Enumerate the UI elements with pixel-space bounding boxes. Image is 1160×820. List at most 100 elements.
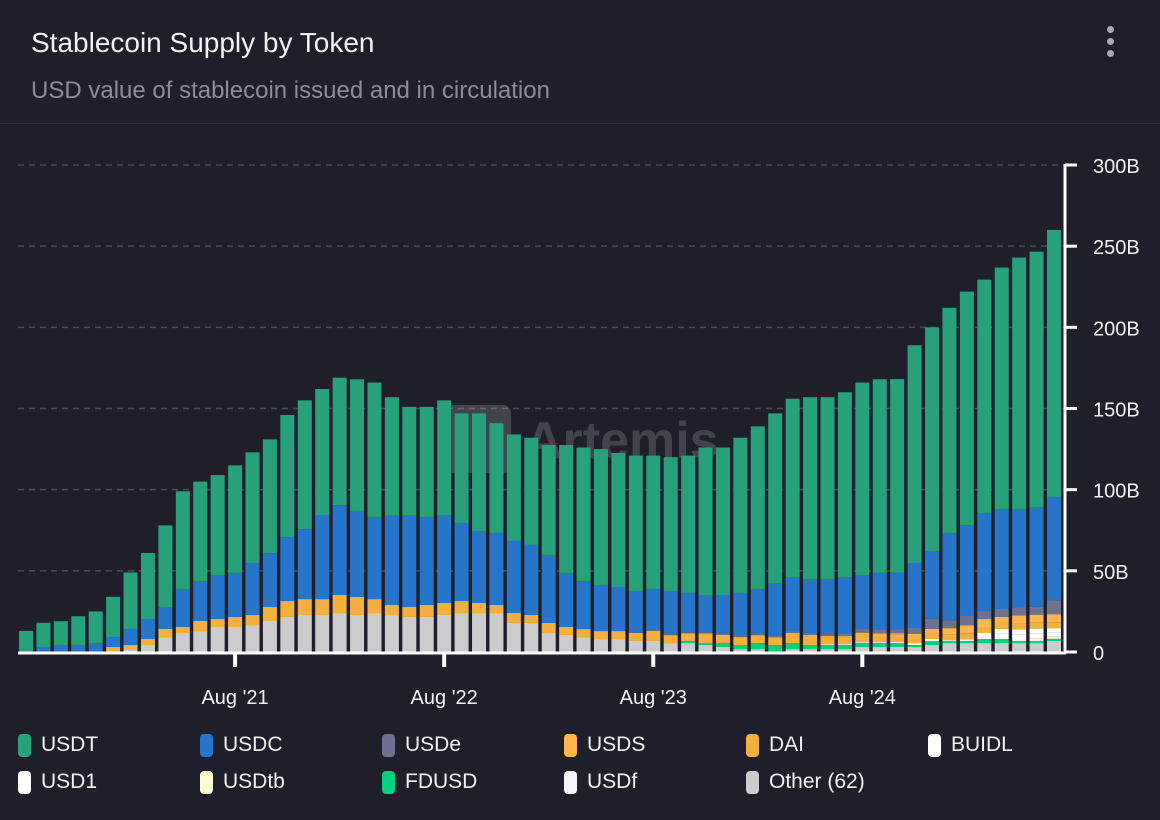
bar-segment-dai[interactable] — [855, 633, 870, 643]
bar-segment-usdc[interactable] — [384, 514, 399, 605]
legend-item-usdtb[interactable]: USDtb — [200, 769, 285, 795]
bar-segment-usdc[interactable] — [872, 572, 887, 630]
bar-segment-usds[interactable] — [803, 634, 818, 636]
bar-segment-other[interactable] — [140, 645, 155, 652]
bar-segment-usdt[interactable] — [576, 447, 591, 582]
bar-segment-dai[interactable] — [140, 639, 155, 646]
bar-segment-usdc[interactable] — [820, 578, 835, 635]
bar-segment-dai[interactable] — [977, 627, 992, 634]
bar-segment-dai[interactable] — [228, 616, 243, 628]
bar-segment-dai[interactable] — [1012, 623, 1027, 630]
bar-segment-usdt[interactable] — [994, 267, 1009, 509]
bar-segment-usdc[interactable] — [506, 540, 521, 614]
bar-segment-usd1[interactable] — [1012, 634, 1027, 640]
legend-item-usd1[interactable]: USD1 — [18, 769, 97, 795]
bar-segment-usdc[interactable] — [228, 572, 243, 617]
bar-segment-dai[interactable] — [925, 633, 940, 640]
bar-segment-dai[interactable] — [1029, 622, 1044, 629]
bar-segment-usds[interactable] — [1012, 615, 1027, 624]
bar-segment-dai[interactable] — [663, 635, 678, 644]
bar-segment-usdc[interactable] — [663, 590, 678, 635]
bar-segment-other[interactable] — [750, 649, 765, 652]
bar-segment-buidl[interactable] — [872, 642, 887, 643]
bar-segment-usds[interactable] — [959, 625, 974, 634]
bar-segment-buidl[interactable] — [994, 628, 1009, 634]
bar-segment-usds[interactable] — [837, 636, 852, 638]
bar-segment-other[interactable] — [872, 646, 887, 652]
bar-segment-dai[interactable] — [158, 628, 173, 638]
bar-segment-usdt[interactable] — [768, 413, 783, 584]
bar-segment-other[interactable] — [663, 643, 678, 652]
bar-segment-usdc[interactable] — [419, 516, 434, 605]
bar-segment-usde[interactable] — [1029, 606, 1044, 615]
bar-segment-other[interactable] — [332, 613, 347, 652]
bar-segment-other[interactable] — [158, 637, 173, 652]
bar-segment-dai[interactable] — [332, 595, 347, 614]
bar-segment-usdc[interactable] — [193, 581, 208, 621]
bar-segment-usde[interactable] — [768, 635, 783, 638]
bar-segment-usdc[interactable] — [472, 531, 487, 603]
bar-segment-usdt[interactable] — [158, 525, 173, 608]
bar-segment-dai[interactable] — [803, 635, 818, 646]
bar-segment-dai[interactable] — [419, 604, 434, 617]
bar-segment-usds[interactable] — [1047, 614, 1061, 623]
bar-segment-dai[interactable] — [872, 634, 887, 643]
bar-segment-usdc[interactable] — [646, 589, 661, 630]
bar-segment-other[interactable] — [907, 646, 922, 652]
bar-segment-usdt[interactable] — [1047, 229, 1061, 497]
bar-segment-buidl[interactable] — [942, 640, 957, 642]
bar-segment-dai[interactable] — [959, 633, 974, 640]
bar-segment-usdt[interactable] — [925, 327, 940, 552]
bar-segment-usdt[interactable] — [36, 622, 51, 647]
bar-segment-usdc[interactable] — [210, 575, 225, 620]
bar-segment-usdc[interactable] — [245, 563, 260, 615]
bar-segment-usdt[interactable] — [210, 475, 225, 576]
bar-segment-usdc[interactable] — [123, 628, 138, 646]
bar-segment-other[interactable] — [123, 649, 138, 652]
bar-segment-usdt[interactable] — [959, 291, 974, 526]
bar-segment-usds[interactable] — [872, 633, 887, 635]
bar-segment-usdt[interactable] — [140, 552, 155, 620]
bar-segment-dai[interactable] — [768, 637, 783, 646]
bar-segment-dai[interactable] — [593, 631, 608, 640]
legend-item-usde[interactable]: USDe — [382, 732, 461, 758]
bar-segment-usds[interactable] — [855, 632, 870, 634]
bar-segment-buidl[interactable] — [1047, 628, 1061, 633]
bar-segment-usdt[interactable] — [559, 445, 574, 573]
bar-segment-dai[interactable] — [454, 601, 469, 614]
bar-segment-dai[interactable] — [297, 599, 312, 615]
bar-segment-other[interactable] — [228, 627, 243, 652]
bar-segment-fdusd[interactable] — [977, 639, 992, 644]
bar-segment-other[interactable] — [837, 649, 852, 652]
bar-segment-usdt[interactable] — [367, 382, 382, 517]
bar-segment-other[interactable] — [611, 639, 626, 652]
bar-segment-usdt[interactable] — [506, 434, 521, 541]
bar-segment-fdusd[interactable] — [872, 642, 887, 647]
bar-segment-dai[interactable] — [384, 604, 399, 615]
bar-segment-dai[interactable] — [820, 637, 835, 645]
bar-segment-usde[interactable] — [715, 633, 730, 635]
bar-segment-usdc[interactable] — [559, 572, 574, 628]
legend-item-usdc[interactable]: USDC — [200, 732, 283, 758]
bar-segment-dai[interactable] — [524, 614, 539, 623]
bar-segment-dai[interactable] — [681, 633, 696, 642]
bar-segment-usde[interactable] — [994, 608, 1009, 617]
bar-segment-usdt[interactable] — [907, 345, 922, 564]
bar-segment-usde[interactable] — [907, 627, 922, 634]
bar-segment-usdt[interactable] — [942, 307, 957, 534]
bar-segment-dai[interactable] — [315, 599, 330, 615]
bar-segment-usdc[interactable] — [71, 645, 86, 652]
more-options-button[interactable] — [1098, 26, 1122, 62]
bar-segment-dai[interactable] — [907, 635, 922, 644]
bar-segment-other[interactable] — [681, 643, 696, 652]
bar-segment-other[interactable] — [698, 645, 713, 652]
bar-segment-other[interactable] — [454, 613, 469, 652]
bar-segment-dai[interactable] — [890, 634, 905, 642]
bar-segment-usdc[interactable] — [977, 513, 992, 612]
bar-segment-dai[interactable] — [280, 601, 295, 617]
bar-segment-usdc[interactable] — [733, 592, 748, 637]
bar-segment-dai[interactable] — [541, 622, 556, 634]
bar-segment-other[interactable] — [350, 614, 365, 652]
bar-segment-other[interactable] — [1047, 640, 1061, 652]
bar-segment-usdc[interactable] — [297, 529, 312, 600]
